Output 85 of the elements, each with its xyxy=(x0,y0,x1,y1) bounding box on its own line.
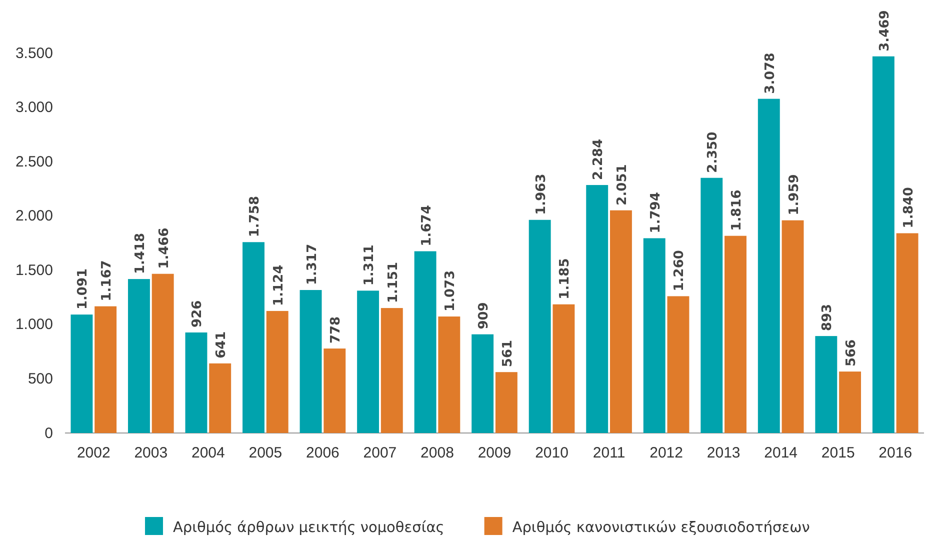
y-tick-label: 1.500 xyxy=(15,262,53,279)
bar xyxy=(896,233,918,433)
x-tick-label: 2009 xyxy=(478,444,512,462)
data-label: 1.185 xyxy=(558,258,573,300)
data-label: 926 xyxy=(190,300,206,328)
legend-label: Αριθμός κανονιστικών εξουσιοδοτήσεων xyxy=(512,520,810,536)
data-label: 2.350 xyxy=(706,132,721,173)
x-tick-label: 2015 xyxy=(821,444,855,462)
bar xyxy=(300,290,322,433)
data-label: 1.311 xyxy=(362,244,378,286)
data-label: 1.317 xyxy=(304,244,320,286)
data-label: 3.078 xyxy=(762,52,778,94)
data-label: 1.840 xyxy=(901,187,916,228)
y-tick-label: 3.000 xyxy=(15,99,53,116)
x-tick-label: 2002 xyxy=(76,444,110,462)
bar xyxy=(438,316,460,433)
bar xyxy=(242,242,264,433)
bar xyxy=(185,332,208,433)
y-tick-label: 500 xyxy=(28,370,53,388)
data-label: 1.151 xyxy=(386,262,401,304)
bar xyxy=(667,296,690,433)
x-tick-label: 2011 xyxy=(592,444,626,462)
bar xyxy=(152,274,174,433)
data-label: 561 xyxy=(500,340,516,368)
bar xyxy=(839,372,862,433)
bar xyxy=(94,306,117,433)
data-label: 909 xyxy=(476,302,492,330)
data-label: 1.091 xyxy=(76,268,91,310)
data-label: 1.794 xyxy=(648,192,664,234)
bar xyxy=(472,334,494,433)
data-label: 1.073 xyxy=(443,270,458,312)
bar xyxy=(528,220,551,433)
x-tick-label: 2013 xyxy=(706,444,740,462)
x-tick-label: 2003 xyxy=(134,444,168,462)
data-label: 893 xyxy=(820,304,836,332)
bar xyxy=(610,210,632,433)
bar xyxy=(758,98,780,433)
data-label: 566 xyxy=(844,339,860,367)
bar xyxy=(552,304,575,433)
data-label: 1.959 xyxy=(786,174,802,216)
y-tick-label: 1.000 xyxy=(15,316,53,334)
y-tick-label: 2.000 xyxy=(15,208,53,225)
data-label: 1.124 xyxy=(271,264,286,306)
data-label: 2.284 xyxy=(591,138,606,180)
bar xyxy=(357,290,380,433)
bar xyxy=(414,251,436,433)
bar xyxy=(266,310,288,433)
data-label: 1.674 xyxy=(419,205,434,246)
bar xyxy=(700,178,723,433)
x-tick-label: 2007 xyxy=(363,444,397,462)
x-tick-label: 2005 xyxy=(248,444,282,462)
data-label: 1.260 xyxy=(672,250,688,292)
y-tick-label: 2.500 xyxy=(15,153,53,170)
y-tick-label: 3.500 xyxy=(15,44,53,62)
bar xyxy=(815,336,838,433)
data-label: 1.466 xyxy=(156,228,172,269)
bar xyxy=(724,236,746,433)
bar xyxy=(209,363,232,433)
x-tick-label: 2012 xyxy=(650,444,683,462)
x-tick-label: 2010 xyxy=(535,444,568,462)
data-label: 778 xyxy=(328,316,344,344)
bar xyxy=(643,238,666,433)
bar xyxy=(324,348,346,433)
bar xyxy=(70,314,93,433)
bar xyxy=(380,308,403,433)
bar xyxy=(128,279,150,433)
bar xyxy=(495,372,518,433)
bar xyxy=(586,185,608,433)
x-tick-label: 2004 xyxy=(191,444,225,462)
data-label: 3.469 xyxy=(877,10,892,52)
x-tick-label: 2008 xyxy=(420,444,454,462)
legend-label: Αριθμός άρθρων μεικτής νομοθεσίας xyxy=(173,520,444,536)
data-label: 1.816 xyxy=(729,190,744,231)
bar xyxy=(872,56,894,433)
data-label: 1.167 xyxy=(100,260,115,302)
data-label: 641 xyxy=(214,331,230,358)
x-tick-label: 2014 xyxy=(764,444,798,462)
x-tick-label: 2016 xyxy=(878,444,912,462)
data-label: 1.758 xyxy=(248,196,263,238)
data-label: 2.051 xyxy=(614,164,630,206)
bar xyxy=(782,220,804,433)
data-label: 1.418 xyxy=(132,232,148,274)
y-tick-label: 0 xyxy=(44,424,53,442)
data-label: 1.963 xyxy=(534,174,549,215)
x-tick-label: 2006 xyxy=(306,444,340,462)
